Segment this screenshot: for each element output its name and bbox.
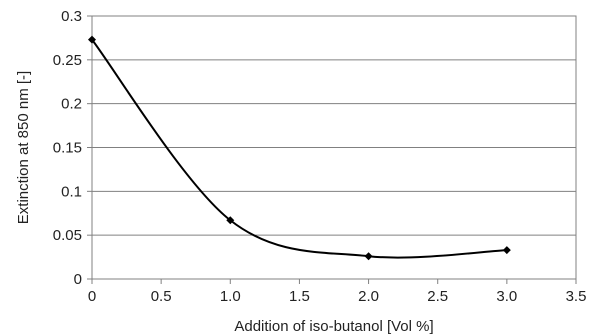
x-tick-label: 3.0 [496, 288, 517, 305]
x-axis-label: Addition of iso-butanol [Vol %] [234, 318, 433, 335]
x-axis-ticks: 0 0.5 1.0 1.5 2.0 2.5 3.0 3.5 [88, 279, 587, 305]
y-tick-label: 0.15 [53, 140, 82, 157]
x-tick-label: 0.5 [151, 288, 172, 305]
y-tick-label: 0.1 [61, 183, 82, 200]
y-tick-label: 0.3 [61, 8, 82, 25]
y-tick-label: 0.2 [61, 96, 82, 113]
data-point [502, 246, 511, 255]
x-tick-label: 1.5 [289, 288, 310, 305]
x-tick-label: 2.0 [358, 288, 379, 305]
y-tick-label: 0 [74, 271, 82, 288]
y-tick-label: 0.25 [53, 52, 82, 69]
y-axis-ticks: 0 0.05 0.1 0.15 0.2 0.25 0.3 [53, 8, 92, 288]
series [88, 35, 511, 261]
series-line [91, 39, 507, 259]
x-tick-label: 1.0 [220, 288, 241, 305]
y-tick-label: 0.05 [53, 227, 82, 244]
data-point [364, 252, 373, 261]
x-tick-label: 0 [88, 288, 96, 305]
grid [92, 59, 576, 236]
data-point [226, 216, 235, 225]
x-tick-label: 2.5 [427, 288, 448, 305]
data-point [88, 35, 96, 44]
x-tick-label: 3.5 [566, 288, 587, 305]
y-axis-label: Extinction at 850 nm [-] [15, 71, 32, 224]
